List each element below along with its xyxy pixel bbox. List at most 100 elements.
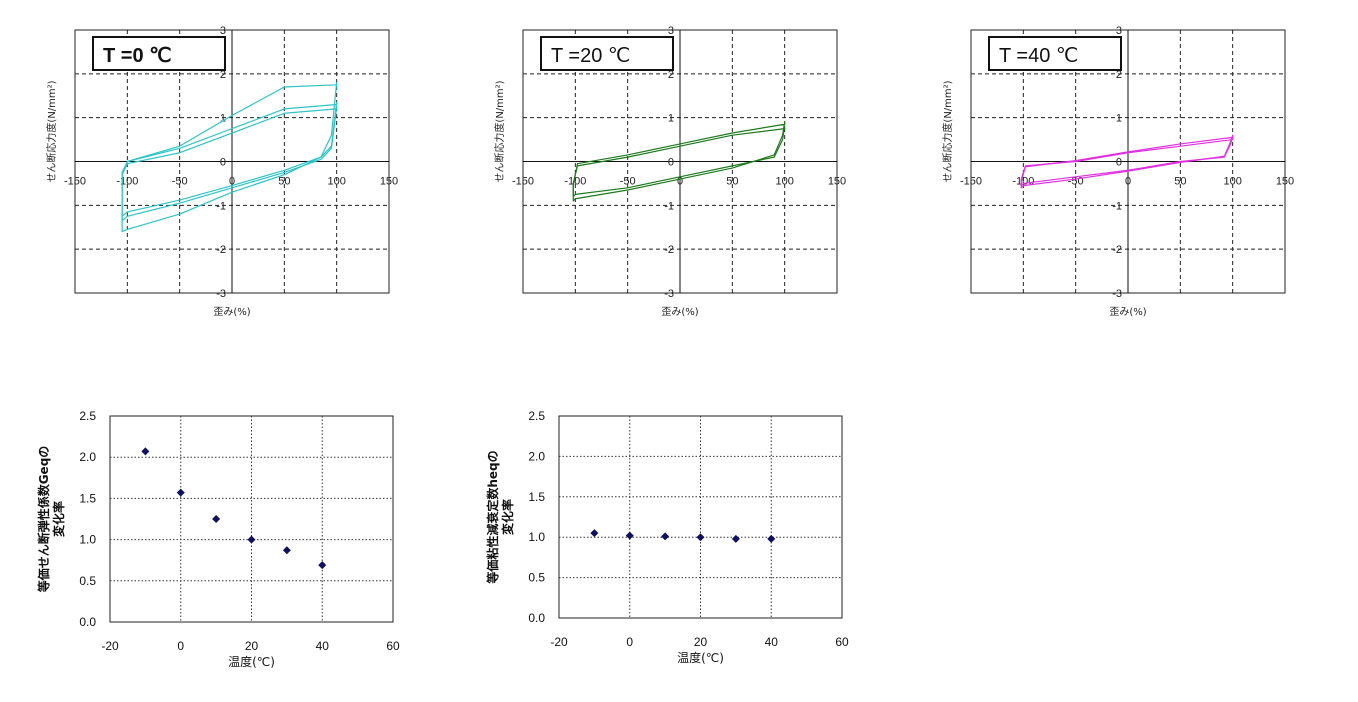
y-tick-label: 0 [668, 157, 674, 169]
x-tick-label: 100 [1223, 176, 1241, 188]
y-tick-label: 3 [1116, 25, 1122, 37]
x-tick-label: -50 [172, 176, 188, 188]
y-tick-label: -3 [1112, 288, 1122, 300]
chart-title: T =40 ℃ [999, 45, 1078, 67]
x-tick-label: -150 [64, 176, 86, 188]
title-frame [540, 36, 674, 71]
data-point [590, 529, 599, 538]
x-tick-label: 0 [177, 639, 184, 653]
x-tick-label: 20 [694, 635, 708, 649]
x-tick-label: 50 [278, 176, 290, 188]
chart-title: T =0 ℃ [103, 45, 172, 67]
x-tick-label: 20 [245, 639, 259, 653]
y-tick-label: 2 [1116, 69, 1122, 81]
y-tick-label: -2 [1112, 244, 1122, 256]
y-axis-label-line: 等価せん断弾性係数Geqの [36, 446, 51, 594]
data-point [247, 535, 256, 544]
x-tick-label: 60 [835, 635, 849, 649]
data-point [696, 533, 705, 542]
x-axis-label: 歪み(%) [213, 306, 250, 318]
x-axis-label: 歪み(%) [661, 306, 698, 318]
x-tick-label: 50 [1174, 176, 1186, 188]
chart-5: -20 0 20 40 60 2.5 2.0 1.5 1.0 0.5 0.0 温度(℃) 等価粘性減衰定… [485, 409, 849, 665]
x-tick-label: -100 [116, 176, 138, 188]
x-tick-label: 40 [316, 639, 330, 653]
y-axis-label: せん断応力度(N/mm²) [941, 80, 954, 182]
x-tick-label: 150 [828, 176, 846, 188]
y-tick-label: -3 [216, 288, 226, 300]
x-tick-label: 150 [380, 176, 398, 188]
y-tick-label: 0.0 [79, 615, 96, 629]
data-point [282, 546, 291, 555]
data-point [141, 447, 150, 456]
y-tick-label: -2 [664, 244, 674, 256]
x-axis-label: 温度(℃) [228, 654, 275, 669]
y-tick-label: 0 [1116, 157, 1122, 169]
data-point [318, 561, 327, 570]
y-tick-label: 3 [220, 25, 226, 37]
y-tick-label: 0.0 [528, 611, 545, 625]
data-point [625, 531, 634, 540]
x-tick-label: 0 [677, 176, 683, 188]
hysteresis-loop-2 [572, 121, 786, 202]
y-tick-label: 0.5 [528, 571, 545, 585]
y-tick-label: 1 [1116, 113, 1122, 125]
y-tick-label: 0 [220, 157, 226, 169]
y-axis-label-line: 変化率 [500, 499, 515, 535]
y-tick-label: -2 [216, 244, 226, 256]
y-tick-label: 1.5 [528, 490, 545, 504]
data-point [661, 532, 670, 541]
y-axis-label-line: 変化率 [51, 501, 66, 537]
y-axis-label: せん断応力度(N/mm²) [45, 80, 58, 182]
y-tick-label: -1 [1112, 200, 1122, 212]
x-tick-label: 0 [1125, 176, 1131, 188]
x-tick-label: -20 [550, 635, 568, 649]
y-tick-label: 1.5 [79, 491, 96, 505]
y-tick-label: -1 [664, 200, 674, 212]
y-tick-label: 0.5 [79, 574, 96, 588]
chart-title-box: T =0 ℃ [92, 36, 226, 71]
data-point [767, 534, 776, 543]
y-tick-label: 1.0 [79, 533, 96, 547]
x-tick-label: 50 [726, 176, 738, 188]
x-tick-label: 100 [327, 176, 345, 188]
x-tick-label: 60 [386, 639, 400, 653]
y-tick-label: 2 [668, 69, 674, 81]
x-axis-label: 歪み(%) [1109, 306, 1146, 318]
title-frame [988, 36, 1122, 71]
y-tick-label: 2.0 [79, 450, 96, 464]
x-tick-label: 150 [1276, 176, 1294, 188]
x-axis-label: 温度(℃) [677, 650, 724, 665]
y-tick-label: 2.5 [79, 409, 96, 423]
x-tick-label: 40 [765, 635, 779, 649]
y-tick-label: 2.5 [528, 409, 545, 423]
chart-title-box: T =40 ℃ [988, 36, 1122, 71]
x-tick-label: -20 [101, 639, 119, 653]
hysteresis-loop-2 [1020, 134, 1234, 189]
x-tick-label: 0 [229, 176, 235, 188]
chart-title-box: T =20 ℃ [540, 36, 674, 71]
hysteresis-loop-3 [121, 82, 338, 233]
y-axis-label-line: 等価粘性減衰定数heqの [485, 450, 500, 584]
y-tick-label: -1 [216, 200, 226, 212]
y-tick-label: 3 [668, 25, 674, 37]
y-axis-label: せん断応力度(N/mm²) [493, 80, 506, 182]
x-tick-label: -150 [960, 176, 982, 188]
data-point [212, 515, 221, 523]
x-tick-label: -150 [512, 176, 534, 188]
x-tick-label: 0 [626, 635, 633, 649]
y-tick-label: 2.0 [528, 449, 545, 463]
y-tick-label: 1 [668, 113, 674, 125]
title-frame [92, 36, 226, 71]
y-tick-label: 1 [220, 113, 226, 125]
chart-title: T =20 ℃ [551, 45, 630, 67]
data-point [731, 534, 740, 543]
chart-4: -20 0 20 40 60 2.5 2.0 1.5 1.0 0.5 0.0 温度(℃) 等価せん断弾性… [36, 409, 400, 669]
data-point [176, 488, 185, 497]
x-tick-label: -100 [564, 176, 586, 188]
y-tick-label: 2 [220, 69, 226, 81]
